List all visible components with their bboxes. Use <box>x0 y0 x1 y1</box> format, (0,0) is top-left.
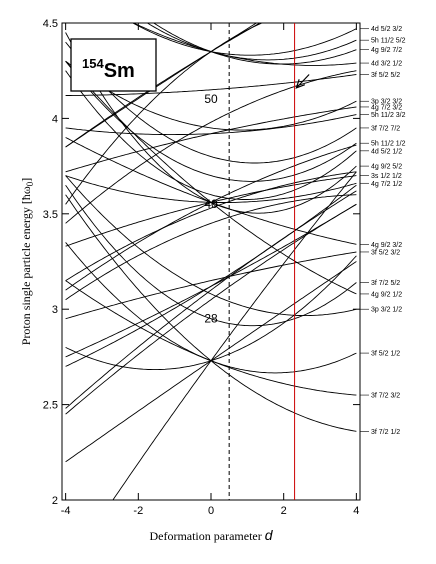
level-curves <box>65 23 357 500</box>
level-curve <box>65 194 357 301</box>
level-curve <box>65 251 357 320</box>
x-axis-title: Deformation parameter d <box>149 527 273 543</box>
level-label: 5h 11/2 3/2 <box>371 112 406 119</box>
x-tick-label: 0 <box>208 505 214 517</box>
reference-lines <box>228 23 296 500</box>
arrow-shaft <box>295 74 310 89</box>
axis-titles: Deformation parameter d Proton single par… <box>19 178 274 543</box>
level-label: 4g 9/2 3/2 <box>371 242 402 249</box>
nucleus-box: 154Sm <box>70 38 157 92</box>
level-label: 4d 3/2 1/2 <box>371 61 402 68</box>
level-labels: 4d 5/2 3/2 5h 11/2 5/2 4g 9/2 7/2 4d 3/2 1/… <box>360 26 406 436</box>
magic-number-label: 40 <box>204 197 218 211</box>
level-label: 4g 9/2 7/2 <box>371 47 402 54</box>
y-tick-label: 2 <box>52 495 58 507</box>
level-label: 3f 5/2 3/2 <box>371 249 400 256</box>
y-tick-label: 3 <box>52 304 58 316</box>
level-curve <box>65 242 357 374</box>
level-label: 4g 7/2 3/2 <box>371 104 402 111</box>
level-curve <box>65 70 357 224</box>
x-tick-label: -4 <box>61 505 71 517</box>
nucleus-label: 154Sm <box>82 56 135 82</box>
level-curve <box>65 137 357 245</box>
level-curve <box>65 203 357 415</box>
level-curve <box>65 171 357 281</box>
level-label: 3s 1/2 1/2 <box>371 173 402 180</box>
level-label: 4d 5/2 1/2 <box>371 148 402 155</box>
x-tick-label: 4 <box>353 505 359 517</box>
level-curve <box>65 114 357 136</box>
level-label: 4g 9/2 5/2 <box>371 164 402 171</box>
level-label: 4d 5/2 3/2 <box>371 26 402 33</box>
nucleus-box-frame <box>70 38 157 92</box>
y-tick-label: 4 <box>52 113 58 125</box>
x-tick-label: 2 <box>281 505 287 517</box>
level-label: 3p 3/2 3/2 <box>371 99 402 106</box>
arrow-head <box>295 79 306 89</box>
level-curve <box>65 190 357 409</box>
level-label: 3f 7/2 5/2 <box>371 280 400 287</box>
level-label: 3f 7/2 3/2 <box>371 393 400 400</box>
level-label: 3f 7/2 1/2 <box>371 429 400 436</box>
annotation-arrow <box>295 74 310 89</box>
magic-number-label: 28 <box>204 312 218 326</box>
level-label: 5h 11/2 5/2 <box>371 38 406 45</box>
x-tick-label: -2 <box>133 505 143 517</box>
level-curve <box>65 41 357 164</box>
level-curve <box>65 70 357 200</box>
magic-number-label: 50 <box>204 92 218 106</box>
level-label: 3f 5/2 5/2 <box>371 72 400 79</box>
y-tick-label: 4.5 <box>43 18 58 30</box>
level-curve <box>65 74 357 96</box>
level-curve <box>65 184 357 367</box>
level-label: 3p 3/2 1/2 <box>371 307 402 314</box>
level-curve <box>65 60 357 182</box>
level-curve <box>65 184 357 327</box>
level-label: 4g 7/2 1/2 <box>371 181 402 188</box>
y-axis-title: Proton single particle energy [ħω0] <box>19 178 35 345</box>
level-label: 3f 5/2 1/2 <box>371 351 400 358</box>
level-label: 3f 7/2 7/2 <box>371 125 400 132</box>
y-tick-label: 3.5 <box>43 209 58 221</box>
level-curve <box>65 144 357 291</box>
level-curve <box>65 23 263 205</box>
level-label: 5h 11/2 1/2 <box>371 141 406 148</box>
level-curve <box>65 175 357 317</box>
level-curve <box>112 171 357 500</box>
magic-numbers: 50 40 28 <box>204 92 218 325</box>
y-tick-label: 2.5 <box>43 400 58 412</box>
axis-ticks: -4 -2 0 2 4 2 2.5 3 3.5 4 4.5 <box>43 18 360 517</box>
level-curve <box>65 60 357 131</box>
level-label: 4g 9/2 1/2 <box>371 291 402 298</box>
